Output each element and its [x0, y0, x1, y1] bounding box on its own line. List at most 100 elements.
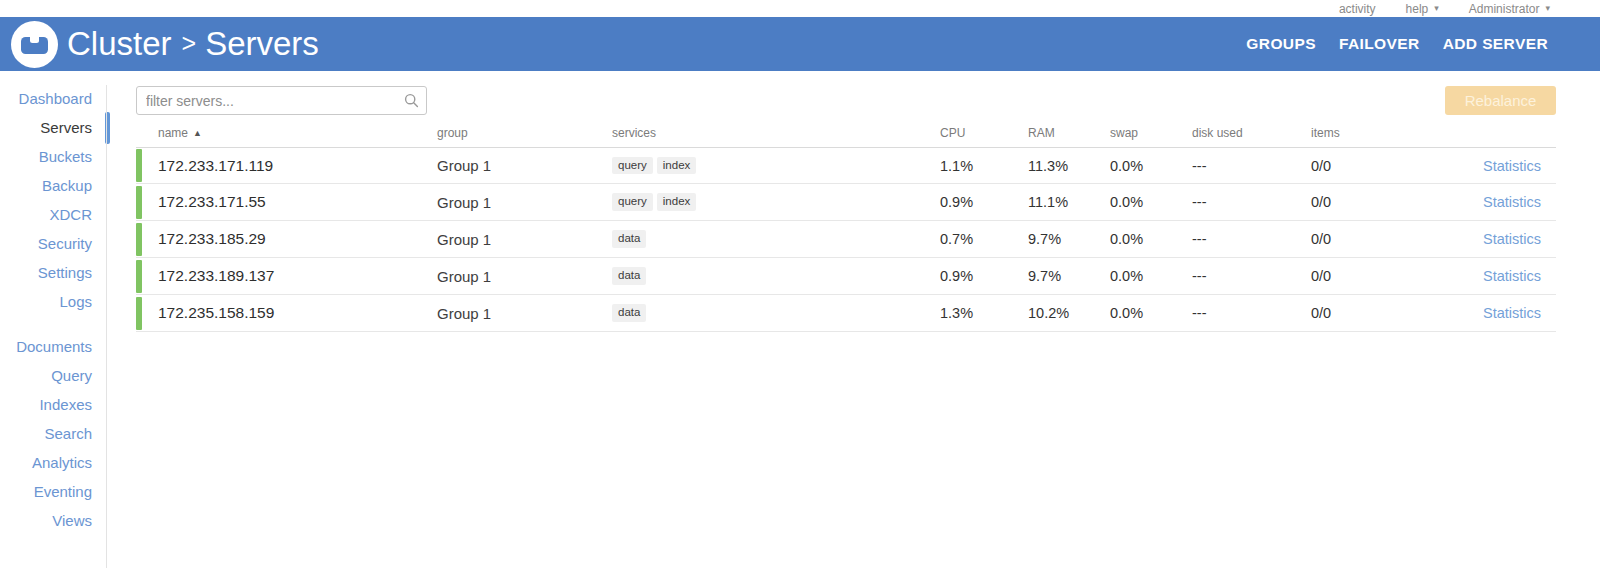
sidebar-nav: DashboardServersBucketsBackupXDCRSecurit…	[0, 84, 107, 535]
sidebar-item-dashboard[interactable]: Dashboard	[0, 84, 107, 113]
sidebar-item-buckets[interactable]: Buckets	[0, 142, 107, 171]
server-services: data	[612, 267, 940, 285]
server-disk-used: ---	[1192, 268, 1311, 284]
sidebar-item-logs[interactable]: Logs	[0, 287, 107, 316]
sidebar-item-backup[interactable]: Backup	[0, 171, 107, 200]
breadcrumb-cluster[interactable]: Cluster	[67, 25, 172, 63]
sidebar-item-servers[interactable]: Servers	[0, 113, 107, 142]
service-badge-index: index	[657, 193, 697, 211]
statistics-link[interactable]: Statistics	[1483, 158, 1541, 174]
server-swap: 0.0%	[1110, 194, 1192, 210]
service-badge-data: data	[612, 304, 646, 322]
column-header-name[interactable]: name ▲	[142, 126, 437, 140]
couchbase-logo-icon	[11, 21, 58, 68]
server-name[interactable]: 172.233.171.55	[142, 193, 437, 211]
search-icon	[404, 93, 419, 108]
service-badge-data: data	[612, 267, 646, 285]
statistics-link[interactable]: Statistics	[1483, 268, 1541, 284]
server-name[interactable]: 172.233.189.137	[142, 267, 437, 285]
server-items: 0/0	[1311, 194, 1447, 210]
help-menu[interactable]: help ▾	[1406, 2, 1439, 16]
sidebar-item-analytics[interactable]: Analytics	[0, 448, 107, 477]
column-header-items[interactable]: items	[1311, 126, 1447, 140]
sidebar-item-views[interactable]: Views	[0, 506, 107, 535]
table-header-row: name ▲ group services CPU RAM swap disk …	[136, 126, 1556, 147]
server-name[interactable]: 172.235.158.159	[142, 304, 437, 322]
server-items: 0/0	[1311, 158, 1447, 174]
sidebar-item-documents[interactable]: Documents	[0, 332, 107, 361]
server-group: Group 1	[437, 268, 612, 285]
table-row[interactable]: 172.233.185.29 Group 1 data 0.7% 9.7% 0.…	[136, 221, 1556, 258]
service-badge-query: query	[612, 157, 653, 175]
table-row[interactable]: 172.235.158.159 Group 1 data 1.3% 10.2% …	[136, 295, 1556, 332]
server-swap: 0.0%	[1110, 268, 1192, 284]
header-actions: GROUPS FAILOVER ADD SERVER	[1246, 35, 1548, 53]
activity-link[interactable]: activity	[1339, 2, 1376, 16]
sidebar-item-search[interactable]: Search	[0, 419, 107, 448]
server-disk-used: ---	[1192, 231, 1311, 247]
server-disk-used: ---	[1192, 305, 1311, 321]
server-items: 0/0	[1311, 231, 1447, 247]
sidebar-item-settings[interactable]: Settings	[0, 258, 107, 287]
server-cpu: 1.1%	[940, 158, 1028, 174]
column-header-group[interactable]: group	[437, 126, 612, 140]
column-header-cpu[interactable]: CPU	[940, 126, 1028, 140]
server-group: Group 1	[437, 157, 612, 174]
server-items: 0/0	[1311, 305, 1447, 321]
server-disk-used: ---	[1192, 158, 1311, 174]
server-group: Group 1	[437, 231, 612, 248]
column-header-ram[interactable]: RAM	[1028, 126, 1110, 140]
table-body: 172.233.171.119 Group 1 queryindex 1.1% …	[136, 147, 1556, 332]
server-name[interactable]: 172.233.185.29	[142, 230, 437, 248]
server-group: Group 1	[437, 305, 612, 322]
server-services: data	[612, 230, 940, 248]
server-swap: 0.0%	[1110, 305, 1192, 321]
sidebar-item-eventing[interactable]: Eventing	[0, 477, 107, 506]
statistics-link[interactable]: Statistics	[1483, 305, 1541, 321]
sidebar-item-query[interactable]: Query	[0, 361, 107, 390]
groups-button[interactable]: GROUPS	[1246, 35, 1316, 53]
caret-down-icon: ▾	[1545, 4, 1550, 13]
sidebar-item-indexes[interactable]: Indexes	[0, 390, 107, 419]
table-row[interactable]: 172.233.171.55 Group 1 queryindex 0.9% 1…	[136, 184, 1556, 221]
column-header-disk-used[interactable]: disk used	[1192, 126, 1311, 140]
server-services: queryindex	[612, 157, 940, 175]
sidebar-divider	[106, 85, 107, 568]
server-group: Group 1	[437, 194, 612, 211]
server-cpu: 0.9%	[940, 268, 1028, 284]
table-row[interactable]: 172.233.171.119 Group 1 queryindex 1.1% …	[136, 147, 1556, 184]
statistics-link[interactable]: Statistics	[1483, 231, 1541, 247]
activity-label: activity	[1339, 2, 1376, 16]
server-ram: 10.2%	[1028, 305, 1110, 321]
caret-down-icon: ▾	[1434, 4, 1439, 13]
server-cpu: 1.3%	[940, 305, 1028, 321]
server-services: queryindex	[612, 193, 940, 211]
server-swap: 0.0%	[1110, 231, 1192, 247]
toolbar: Rebalance	[136, 86, 1556, 115]
breadcrumb: Cluster > Servers	[67, 25, 319, 63]
sidebar-item-xdcr[interactable]: XDCR	[0, 200, 107, 229]
table-row[interactable]: 172.233.189.137 Group 1 data 0.9% 9.7% 0…	[136, 258, 1556, 295]
server-ram: 11.3%	[1028, 158, 1110, 174]
filter-servers-input[interactable]	[136, 86, 427, 115]
help-label: help	[1406, 2, 1429, 16]
server-ram: 9.7%	[1028, 268, 1110, 284]
server-name[interactable]: 172.233.171.119	[142, 157, 437, 175]
server-cpu: 0.9%	[940, 194, 1028, 210]
column-header-services[interactable]: services	[612, 126, 940, 140]
server-items: 0/0	[1311, 268, 1447, 284]
sidebar-item-security[interactable]: Security	[0, 229, 107, 258]
user-menu[interactable]: Administrator ▾	[1469, 2, 1550, 16]
service-badge-data: data	[612, 230, 646, 248]
breadcrumb-page-title: Servers	[205, 25, 319, 63]
rebalance-button[interactable]: Rebalance	[1445, 86, 1556, 115]
app-header: Cluster > Servers GROUPS FAILOVER ADD SE…	[0, 17, 1600, 71]
add-server-button[interactable]: ADD SERVER	[1443, 35, 1548, 53]
server-ram: 11.1%	[1028, 194, 1110, 210]
statistics-link[interactable]: Statistics	[1483, 194, 1541, 210]
breadcrumb-separator: >	[172, 29, 206, 60]
server-disk-used: ---	[1192, 194, 1311, 210]
column-header-swap[interactable]: swap	[1110, 126, 1192, 140]
failover-button[interactable]: FAILOVER	[1339, 35, 1420, 53]
service-badge-query: query	[612, 193, 653, 211]
